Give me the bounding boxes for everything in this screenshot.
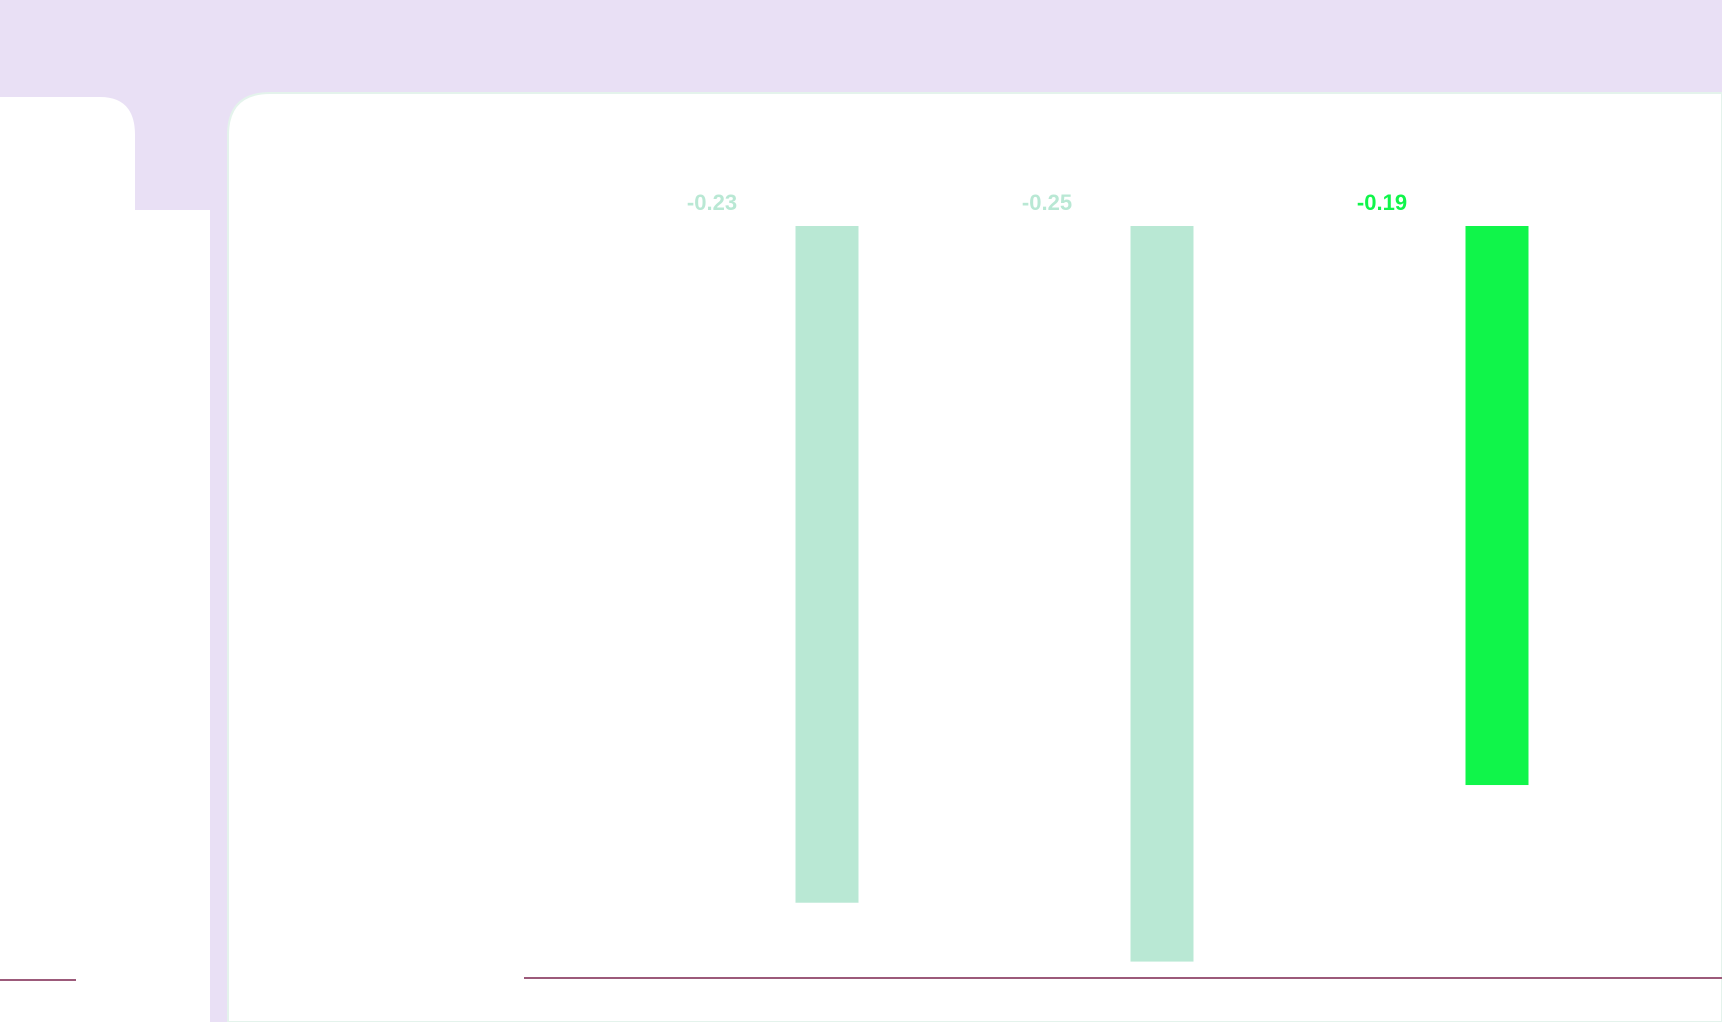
marks: -0.23 -0.25 -0.19 xyxy=(687,190,1529,962)
value-label: -0.25 xyxy=(1022,190,1072,215)
bar xyxy=(1130,226,1194,962)
bar xyxy=(1465,226,1529,786)
value-label: -0.23 xyxy=(687,190,737,215)
main-card xyxy=(227,92,1722,1022)
side-card xyxy=(0,97,210,1022)
bar xyxy=(795,226,859,903)
value-label: -0.19 xyxy=(1357,190,1407,215)
